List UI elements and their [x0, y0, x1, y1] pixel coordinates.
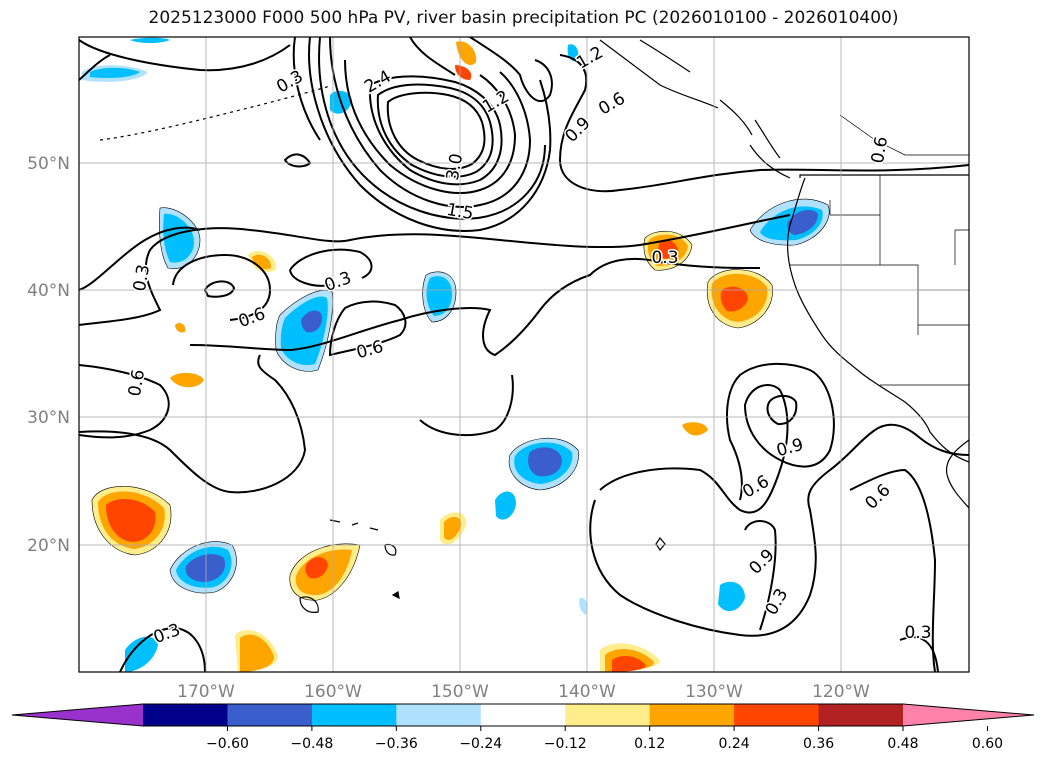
contour-label: 0.3: [651, 248, 678, 268]
contour-label: 0.6: [595, 89, 628, 120]
contour-label: 0.6: [861, 480, 894, 513]
contour-label: 0.6: [354, 337, 385, 363]
lon-label: 130°W: [685, 682, 743, 702]
colorbar-tick-label: −0.36: [375, 736, 418, 752]
colorbar-extension-low: [12, 704, 143, 726]
lat-label: 40°N: [27, 281, 70, 301]
negative-anomaly-2: [275, 290, 333, 372]
colorbar-segment: [396, 704, 482, 726]
colorbar-tick-label: 0.60: [972, 736, 1003, 752]
colorbar-segment: [734, 704, 820, 726]
positive-anomaly-1: [92, 486, 171, 555]
positive-anomaly-3: [707, 269, 773, 328]
contour-label: 0.6: [868, 135, 892, 165]
colorbar-tick-label: −0.24: [459, 736, 502, 752]
contour-label: 0.9: [774, 435, 805, 461]
map-area: 0.31.22.41.20.90.63.01.50.60.3 0.30.60.60…: [79, 37, 969, 672]
colorbar-segment: [565, 704, 651, 726]
negative-anomaly-3: [422, 271, 456, 322]
latitude-labels: 50°N 40°N 30°N 20°N: [27, 154, 70, 556]
colorbar-segment: [480, 704, 566, 726]
map-frame: [78, 36, 970, 673]
contour-label: 0.6: [125, 368, 149, 398]
negative-anomaly-1: [159, 207, 200, 269]
positive-anomaly-6: [170, 41, 708, 672]
lat-label: 20°N: [27, 536, 70, 556]
colorbar-tick-label: 0.24: [719, 736, 750, 752]
contour-label: 1.5: [445, 200, 475, 224]
precip-shading: [82, 37, 830, 672]
colorbar-tick-label: −0.60: [206, 736, 249, 752]
contour-label: 0.9: [561, 113, 594, 146]
plot-title: 2025123000 F000 500 hPa PV, river basin …: [148, 8, 899, 28]
colorbar-segment: [311, 704, 397, 726]
longitude-labels: 170°W 160°W 150°W 140°W 130°W 120°W: [177, 682, 870, 702]
contour-label: 3.0: [443, 152, 467, 182]
colorbar-segment: [143, 704, 228, 726]
colorbar-segment: [818, 704, 904, 726]
pv-contours: [79, 37, 969, 672]
colorbar-tick-label: 0.36: [803, 736, 834, 752]
colorbar-segment: [649, 704, 735, 726]
colorbar-segment: [227, 704, 313, 726]
anomaly-outlines: [91, 198, 830, 601]
lon-label: 170°W: [177, 682, 235, 702]
gridlines: [79, 37, 969, 672]
contour-label: 0.3: [322, 268, 354, 296]
contour-label: 0.3: [273, 67, 306, 98]
lon-label: 150°W: [431, 682, 489, 702]
positive-anomaly-5: [600, 643, 661, 672]
contour-label: 0.3: [904, 623, 931, 643]
lon-label: 140°W: [558, 682, 616, 702]
lat-label: 30°N: [27, 408, 70, 428]
contour-label: 1.2: [573, 43, 606, 74]
colorbar-tick-label: 0.48: [887, 736, 918, 752]
coastlines: [99, 39, 969, 613]
negative-anomaly-7: [82, 65, 148, 82]
contour-label: 0.3: [762, 585, 793, 618]
lat-label: 50°N: [27, 154, 70, 174]
colorbar-tick-label: −0.12: [544, 736, 587, 752]
negative-anomaly-6: [750, 199, 830, 246]
colorbar-tick-label: −0.48: [290, 736, 333, 752]
contour-label: 1.2: [479, 87, 512, 118]
negative-anomaly-5: [170, 541, 237, 594]
colorbar-extension-high: [903, 704, 1034, 726]
lon-label: 120°W: [812, 682, 870, 702]
lon-label: 160°W: [304, 682, 362, 702]
contour-label: 2.4: [361, 67, 394, 98]
colorbar-tick-label: 0.12: [634, 736, 665, 752]
contour-label: 0.3: [151, 620, 183, 648]
colorbar: −0.60 −0.48 −0.36 −0.24 −0.12 0.12 0.24 0.36 0.4…: [11, 703, 1035, 752]
colorbar-outline: [11, 703, 1035, 727]
positive-anomaly-2: [289, 543, 360, 601]
contour-labels: 0.31.22.41.20.90.63.01.50.60.3 0.30.60.60…: [123, 41, 933, 649]
negative-anomaly-4: [509, 438, 579, 490]
